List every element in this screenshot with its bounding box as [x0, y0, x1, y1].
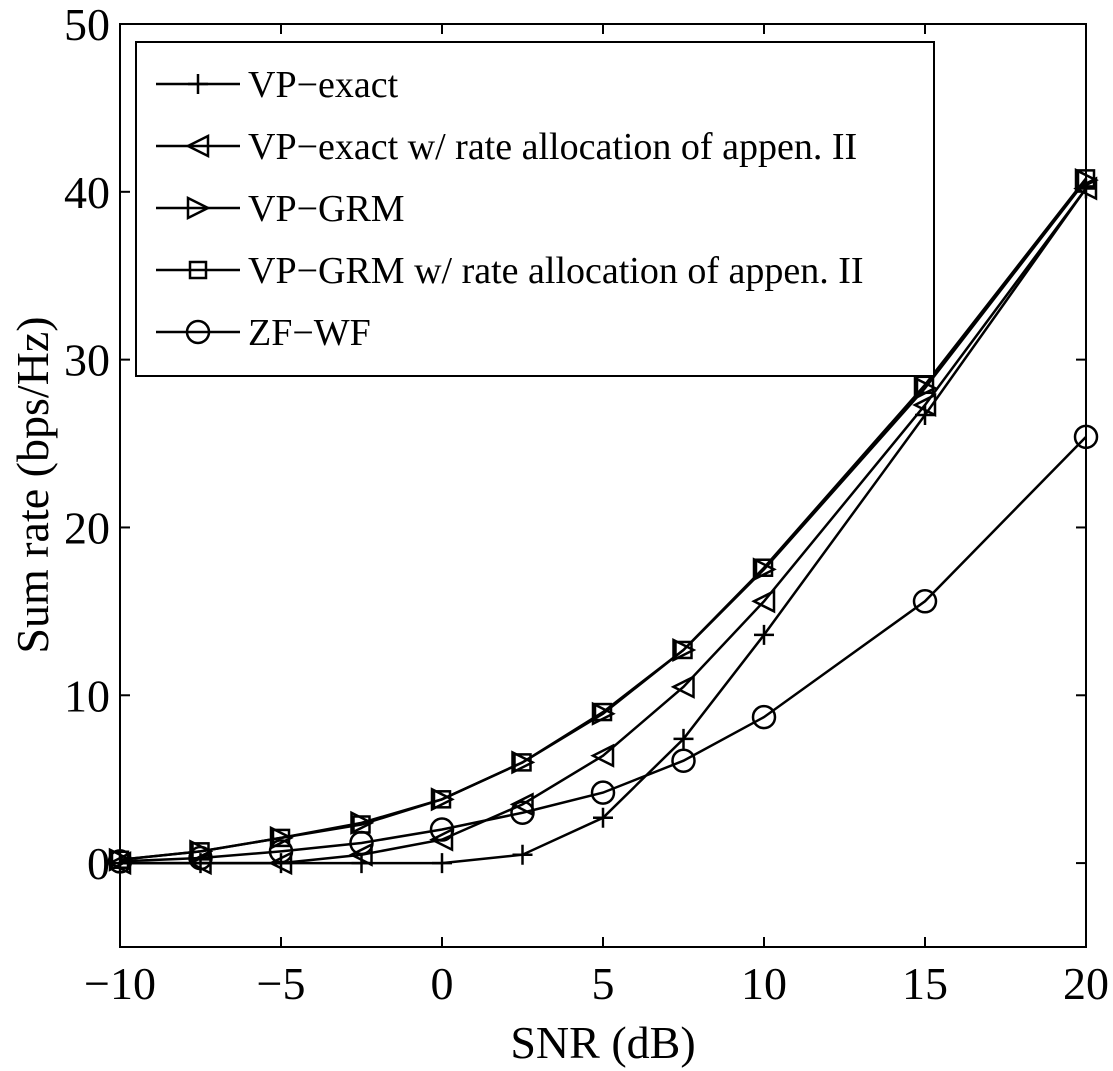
data-point	[512, 844, 533, 865]
series-layer	[107, 168, 1099, 876]
data-point	[671, 748, 696, 773]
legend-label: VP−GRM	[248, 188, 405, 230]
data-point	[672, 637, 697, 662]
data-point	[673, 728, 694, 749]
data-point	[674, 640, 693, 660]
data-point	[590, 743, 615, 768]
y-tick-label: 20	[64, 502, 110, 553]
legend-label: VP−exact	[248, 64, 399, 106]
data-point	[912, 589, 938, 614]
data-point	[271, 828, 291, 848]
legend-entry: VP−GRM w/ rate allocation of appen. II	[156, 250, 864, 292]
data-point	[348, 842, 373, 867]
x-tick-label: 5	[592, 958, 615, 1009]
data-point	[752, 557, 777, 582]
legend-box	[135, 41, 935, 377]
series-line	[119, 177, 1087, 861]
legend-entry: VP−exact	[156, 64, 399, 106]
legend-label: VP−GRM w/ rate allocation of appen. II	[248, 250, 864, 292]
data-point	[754, 558, 774, 577]
data-point	[350, 810, 375, 835]
legend-marker	[185, 319, 211, 345]
data-point	[269, 825, 294, 850]
data-point	[593, 807, 613, 828]
data-point	[510, 800, 535, 825]
data-point	[430, 787, 455, 812]
data-point	[509, 792, 534, 817]
data-point	[590, 780, 616, 805]
y-tick-label: 0	[87, 838, 110, 889]
x-tick-label: 20	[1063, 958, 1109, 1009]
legend-label: VP−exact w/ rate allocation of appen. II	[248, 126, 857, 168]
y-axis-title: Sum rate (bps/Hz)	[7, 316, 58, 653]
data-point	[268, 839, 294, 864]
x-tick-label: 15	[902, 958, 948, 1009]
data-point	[591, 701, 616, 726]
series-5	[107, 424, 1099, 874]
legend-marker	[185, 133, 210, 159]
legend-entry: VP−exact w/ rate allocation of appen. II	[156, 126, 857, 168]
data-point	[754, 624, 774, 645]
tick-layer: −10 −5 0 5 10 15 20 0 10 20 30 40 50	[64, 0, 1109, 1009]
data-point	[513, 753, 532, 772]
legend-entry: ZF−WF	[156, 312, 371, 354]
legend-marker	[188, 260, 208, 280]
legend-entry: VP−GRM	[156, 188, 405, 230]
legend-marker	[186, 195, 211, 221]
data-point	[429, 817, 455, 842]
y-tick-label: 40	[64, 167, 110, 218]
y-tick-label: 10	[64, 670, 110, 721]
legend-marker	[188, 74, 208, 94]
y-tick-label: 30	[64, 335, 110, 386]
legend-label: ZF−WF	[248, 312, 371, 354]
x-axis-title: SNR (dB)	[510, 1017, 695, 1068]
x-tick-label: 0	[431, 958, 454, 1009]
x-tick-label: −5	[257, 958, 306, 1009]
legend: VP−exact VP−exact w/ rate allocation of a…	[135, 41, 935, 377]
x-tick-label: −10	[84, 958, 156, 1009]
data-point	[268, 851, 293, 876]
data-point	[670, 674, 695, 699]
data-point	[593, 702, 613, 722]
series-line	[120, 187, 1088, 865]
series-line	[119, 435, 1087, 863]
y-tick-label: 50	[64, 0, 110, 50]
data-point	[751, 589, 776, 614]
data-point	[188, 845, 213, 871]
data-point	[432, 790, 452, 809]
data-point	[751, 704, 777, 730]
data-point	[429, 827, 454, 852]
x-tick-label: 10	[741, 958, 787, 1009]
data-point	[432, 853, 452, 874]
data-point	[349, 830, 374, 856]
data-point	[912, 392, 937, 417]
data-point	[511, 750, 536, 775]
